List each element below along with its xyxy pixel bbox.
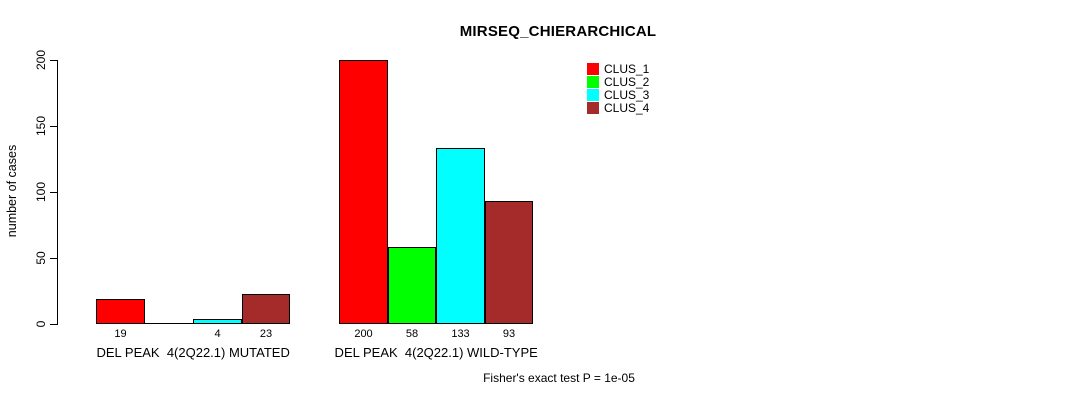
legend-label-clus_1: CLUS_1 <box>604 62 650 76</box>
y-axis-label: number of cases <box>5 144 19 238</box>
bar-clus_4-group2 <box>485 201 533 324</box>
bar-value-label: 4 <box>214 328 221 340</box>
bar-clus_3-group1 <box>193 319 242 324</box>
y-axis-tick <box>50 258 57 259</box>
y-axis-tick-label: 200 <box>34 49 48 71</box>
legend-swatch-clus_3 <box>587 89 599 101</box>
y-axis-tick <box>50 126 57 127</box>
x-axis-group-label: DEL PEAK 4(2Q22.1) MUTATED <box>96 345 290 360</box>
bar-value-label: 23 <box>259 328 273 340</box>
bar-clus_1-group1 <box>96 299 145 324</box>
bar-clus_4-group1 <box>242 294 290 324</box>
legend-label-clus_4: CLUS_4 <box>604 101 650 115</box>
y-axis-line <box>57 60 58 325</box>
legend-swatch-clus_1 <box>587 63 599 75</box>
y-axis-tick-label: 0 <box>34 320 48 328</box>
bar-clus_2-group1 <box>145 323 193 324</box>
legend-swatch-clus_4 <box>587 102 599 114</box>
y-axis-tick-label: 50 <box>34 251 48 265</box>
legend-swatch-clus_2 <box>587 76 599 88</box>
bar-value-label: 200 <box>354 328 373 340</box>
bar-clus_1-group2 <box>339 60 388 324</box>
chart-title: MIRSEQ_CHIERARCHICAL <box>459 23 657 40</box>
y-axis-tick <box>50 60 57 61</box>
bar-value-label: 93 <box>502 328 516 340</box>
bar-value-label: 58 <box>405 328 419 340</box>
bar-clus_3-group2 <box>436 148 485 324</box>
x-axis-group-label: DEL PEAK 4(2Q22.1) WILD-TYPE <box>334 345 538 360</box>
bar-clus_2-group2 <box>388 247 436 324</box>
bar-value-label: 133 <box>451 328 470 340</box>
fisher-test-annotation: Fisher's exact test P = 1e-05 <box>483 371 635 385</box>
y-axis-tick <box>50 192 57 193</box>
y-axis-tick <box>50 324 57 325</box>
legend-label-clus_2: CLUS_2 <box>604 75 650 89</box>
bar-value-label: 19 <box>114 328 127 340</box>
legend-label-clus_3: CLUS_3 <box>604 88 650 102</box>
y-axis-tick-label: 100 <box>34 181 48 203</box>
y-axis-tick-label: 150 <box>34 115 48 137</box>
